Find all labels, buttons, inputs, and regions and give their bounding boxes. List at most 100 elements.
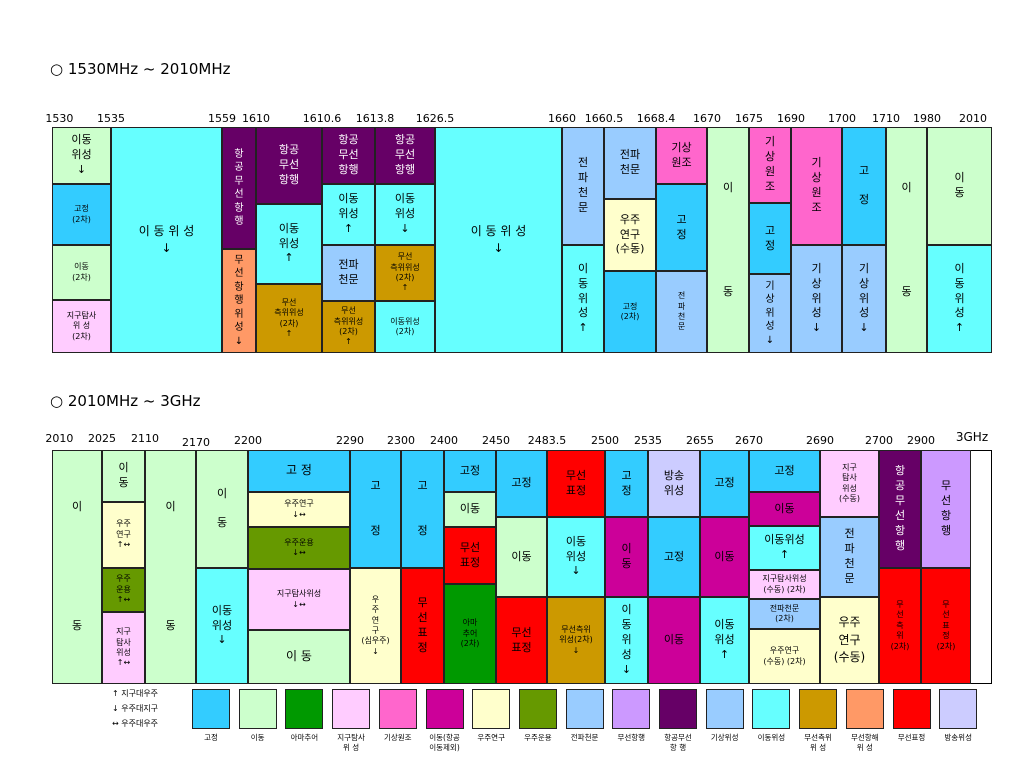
band-cell: 기 상 위 성 ↓ (842, 245, 886, 353)
frequency-tick-label: 1626.5 (415, 112, 455, 125)
band-cell: 이 동 위 성 ↓ (111, 127, 222, 353)
band-cell: 기상 원조 (656, 127, 707, 184)
legend-swatch (285, 689, 324, 729)
band-cell: 이동위성 (2차) (375, 301, 435, 353)
band-cell: 이동 (749, 492, 820, 526)
legend-label: 이동 (250, 733, 265, 742)
band-cell: 지구 탐사 위성 (수동) (820, 450, 879, 517)
legend-label: 지구탐사 위 성 (337, 733, 365, 752)
band-cell: 고 정 (248, 450, 350, 492)
frequency-tick-label: 2025 (88, 432, 116, 445)
band-cell: 이 동 (196, 450, 248, 568)
frequency-tick-label: 1660 (548, 112, 576, 125)
frequency-tick-label: 1700 (828, 112, 856, 125)
band-cell: 기 상 위 성 ↓ (749, 274, 791, 353)
legend-swatch (612, 689, 651, 729)
legend-label: 우주연구 (477, 733, 505, 742)
frequency-tick-label: 2110 (131, 432, 159, 445)
band-cell: 이 동 (102, 450, 145, 502)
band-cell: 이동 (648, 597, 700, 684)
direction-note: ↑ 지구대우주 (112, 689, 159, 698)
band-cell: 이동 위성 ↑ (256, 204, 322, 284)
legend-swatch (845, 689, 884, 729)
legend-swatch (518, 689, 557, 729)
band-cell: 고 정 (749, 203, 791, 274)
frequency-tick-label: 2535 (634, 434, 662, 447)
section1-title: ○ 1530MHz ~ 2010MHz (50, 60, 231, 78)
band-cell: 고정 (648, 517, 700, 597)
frequency-tick-label: 2483.5 (527, 434, 567, 447)
direction-note: ↓ 우주대지구 (112, 704, 159, 713)
legend-label: 이동위성 (757, 733, 786, 742)
band-cell: 무선 측위위성 (2차) ↑ (256, 284, 322, 353)
frequency-tick-label: 1690 (777, 112, 805, 125)
band-cell: 무 선 항 행 (921, 450, 971, 568)
band-cell: 전파 천문 (322, 245, 375, 301)
band-cell: 이동 위성 ↓ (375, 184, 435, 245)
band-cell: 이 동 위 성 ↑ (927, 245, 992, 353)
frequency-tick-label: 2400 (430, 434, 458, 447)
legend-swatch (892, 689, 931, 729)
band-cell: 지구탐사 위 성 (2차) (52, 300, 111, 353)
legend-label: 무선항행 (617, 733, 646, 742)
frequency-tick-label: 1610.6 (302, 112, 342, 125)
band-cell: 방송 위성 (648, 450, 700, 517)
band-cell: 이동 위성 ↑ (322, 184, 375, 245)
direction-note: ↔ 우주대우주 (112, 719, 159, 728)
legend-label: 무선항해 위 성 (850, 733, 879, 752)
band-cell: 고정 (2차) (604, 271, 656, 353)
frequency-tick-label: 1668.4 (636, 112, 676, 125)
band-cell: 전파 천문 (604, 127, 656, 199)
band-cell: 우주 운용 ↑↔ (102, 568, 145, 612)
band-cell: 이동 (444, 492, 496, 527)
legend-swatch (659, 689, 697, 729)
band-cell: 고 정 (842, 127, 886, 245)
band-cell: 이동 위성 ↓ (547, 517, 605, 597)
legend-swatch (939, 689, 978, 729)
band-cell: 기 상 원 조 (749, 127, 791, 203)
legend-label: 전파천문 (570, 733, 599, 742)
band-cell: 고정 (700, 450, 749, 517)
band-cell: 무 선 표 정 (401, 568, 444, 684)
band-cell: 고 정 (350, 450, 401, 568)
frequency-tick-label: 2500 (591, 434, 619, 447)
band-cell: 이동 (700, 517, 749, 597)
legend-swatch (332, 689, 371, 729)
frequency-tick-label: 2900 (907, 434, 935, 447)
band-cell: 무 선 측 위 (2차) (879, 568, 921, 684)
frequency-tick-label: 2670 (735, 434, 763, 447)
band-cell: 우주운용 ↓↔ (248, 527, 350, 569)
band-cell: 항 공 무 선 항 행 (879, 450, 921, 568)
band-cell: 고 정 (401, 450, 444, 568)
band-cell: 이 동 (927, 127, 992, 245)
frequency-tick-label: 2700 (865, 434, 893, 447)
frequency-tick-label: 1660.5 (584, 112, 624, 125)
legend-label: 아마추어 (290, 733, 319, 742)
band-cell: 이동 위성 ↓ (196, 568, 248, 684)
band-cell: 아마 추어 (2차) (444, 584, 496, 684)
band-cell: 기 상 위 성 ↓ (791, 245, 842, 353)
legend-swatch (705, 689, 744, 729)
band-cell: 고정 (749, 450, 820, 492)
band-cell: 항공 무선 항행 (375, 127, 435, 184)
band-cell: 지구탐사위성 (수동) (2차) (749, 570, 820, 599)
frequency-tick-label: 1530 (45, 112, 74, 125)
band-cell: 이 동 (52, 450, 102, 684)
legend-label: 이동(항공 이동제외) (429, 733, 460, 752)
band-cell: 무선 측위위성 (2차) ↑ (322, 301, 375, 353)
frequency-tick-label: 2170 (182, 436, 210, 449)
legend-label: 항공무선 항 행 (664, 733, 692, 752)
band-cell: 무선 표정 (444, 527, 496, 584)
band-cell: 기 상 원 조 (791, 127, 842, 245)
band-cell: 전 파 천 문 (562, 127, 604, 245)
frequency-tick-label: 1675 (735, 112, 763, 125)
legend-swatch (752, 689, 791, 729)
band-cell: 이동 위성 ↓ (52, 127, 111, 184)
band-cell: 무 선 표 정 (2차) (921, 568, 971, 684)
band-cell: 이 동 (605, 517, 648, 597)
band-cell: 이 동 위 성 ↑ (562, 245, 604, 353)
frequency-tick-label: 1980 (913, 112, 941, 125)
legend-swatch (192, 689, 230, 729)
band-cell: 이 동 (886, 127, 927, 353)
band-cell: 무 선 항 행 위 성 ↓ (222, 249, 256, 353)
